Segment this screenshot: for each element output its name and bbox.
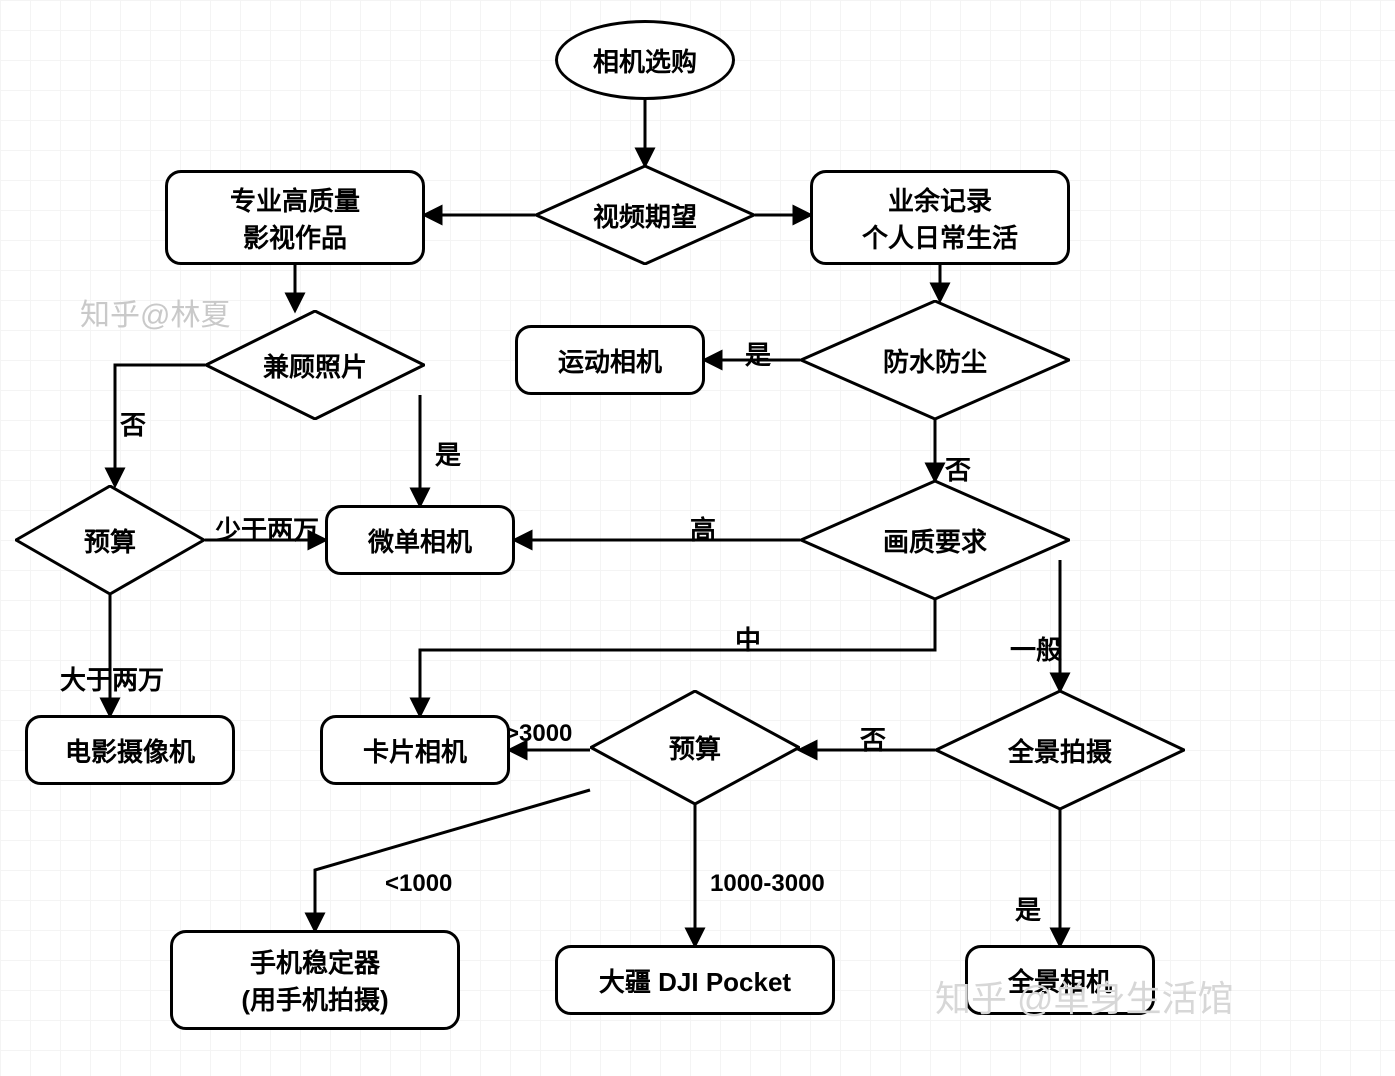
edge-label: 少于两万 [215, 510, 319, 547]
edge-label: 否 [860, 720, 886, 757]
flowchart-stage: 否是是否少于两万大于两万高中一般否是>30001000-3000<1000相机选… [0, 0, 1395, 1076]
edge-label: 是 [745, 335, 771, 372]
node-d_budget2: 预算 [590, 690, 800, 805]
edge-label: 大于两万 [60, 660, 164, 697]
node-label: 预算 [84, 522, 136, 559]
node-r_pro: 专业高质量 影视作品 [165, 170, 425, 265]
edge-label: 是 [435, 435, 461, 472]
node-d_photo: 兼顾照片 [205, 310, 425, 420]
edge-label: <1000 [385, 870, 452, 898]
node-label: 画质要求 [883, 522, 987, 559]
node-label: 预算 [669, 729, 721, 766]
edge-label: 是 [1015, 890, 1041, 927]
flow-edge [315, 790, 590, 930]
node-label: 防水防尘 [883, 342, 987, 379]
edge-label: 1000-3000 [710, 870, 825, 898]
edge-label: 高 [690, 510, 716, 547]
node-r_phone: 手机稳定器 (用手机拍摄) [170, 930, 460, 1030]
node-r_dji: 大疆 DJI Pocket [555, 945, 835, 1015]
node-label: 兼顾照片 [263, 347, 367, 384]
node-r_amateur: 业余记录 个人日常生活 [810, 170, 1070, 265]
node-label: 全景拍摄 [1008, 732, 1112, 769]
edge-label: 一般 [1010, 630, 1062, 667]
node-d_waterproof: 防水防尘 [800, 300, 1070, 420]
edge-label: >3000 [505, 720, 572, 748]
node-d_expect: 视频期望 [535, 165, 755, 265]
node-r_mirrorless: 微单相机 [325, 505, 515, 575]
node-d_budget1: 预算 [15, 485, 205, 595]
node-d_pano: 全景拍摄 [935, 690, 1185, 810]
edge-label: 否 [120, 405, 146, 442]
node-r_cinema: 电影摄像机 [25, 715, 235, 785]
node-label: 视频期望 [593, 197, 697, 234]
node-start: 相机选购 [555, 20, 735, 100]
node-r_card: 卡片相机 [320, 715, 510, 785]
node-d_quality: 画质要求 [800, 480, 1070, 600]
node-r_pano: 全景相机 [965, 945, 1155, 1015]
node-r_action: 运动相机 [515, 325, 705, 395]
edge-label: 中 [735, 620, 761, 657]
